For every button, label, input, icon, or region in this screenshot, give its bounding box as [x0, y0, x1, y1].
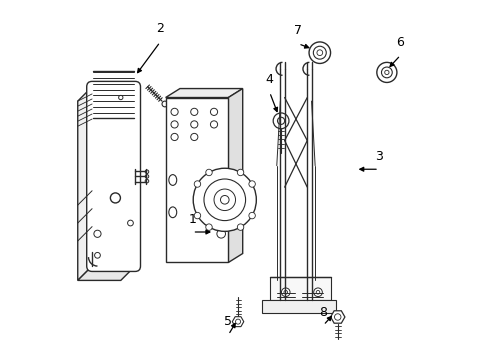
Circle shape	[313, 46, 325, 59]
Polygon shape	[232, 317, 244, 327]
Circle shape	[171, 134, 178, 140]
Polygon shape	[228, 89, 242, 262]
Ellipse shape	[168, 175, 176, 185]
Text: 5: 5	[224, 315, 232, 328]
Polygon shape	[78, 87, 92, 280]
Polygon shape	[269, 277, 330, 300]
Circle shape	[210, 121, 217, 128]
Circle shape	[145, 175, 148, 178]
Text: 8: 8	[319, 306, 327, 319]
Circle shape	[376, 62, 396, 82]
Polygon shape	[262, 300, 335, 313]
Circle shape	[193, 168, 256, 231]
Circle shape	[127, 220, 133, 226]
Circle shape	[237, 169, 244, 176]
Circle shape	[214, 189, 235, 211]
Text: 3: 3	[374, 150, 382, 163]
Circle shape	[235, 319, 240, 324]
Circle shape	[190, 121, 198, 128]
Polygon shape	[330, 311, 344, 323]
Circle shape	[220, 195, 228, 204]
Circle shape	[205, 169, 212, 176]
Text: 7: 7	[294, 24, 302, 37]
Circle shape	[94, 230, 101, 237]
Circle shape	[316, 50, 322, 55]
Circle shape	[384, 70, 388, 75]
Circle shape	[281, 288, 289, 297]
Circle shape	[194, 212, 200, 219]
Circle shape	[203, 179, 245, 221]
Circle shape	[248, 181, 255, 187]
Circle shape	[217, 229, 225, 238]
Circle shape	[171, 121, 178, 128]
Circle shape	[94, 252, 100, 258]
Circle shape	[190, 134, 198, 140]
Circle shape	[194, 181, 200, 187]
Polygon shape	[165, 89, 242, 98]
Circle shape	[145, 170, 148, 174]
Circle shape	[145, 179, 148, 183]
Circle shape	[316, 291, 319, 294]
Circle shape	[248, 212, 255, 219]
Circle shape	[119, 95, 122, 100]
Circle shape	[171, 108, 178, 116]
Circle shape	[381, 67, 391, 78]
Circle shape	[162, 101, 167, 107]
Circle shape	[334, 314, 340, 320]
Text: 4: 4	[265, 73, 273, 86]
Text: 6: 6	[396, 36, 404, 49]
Polygon shape	[78, 266, 135, 280]
Circle shape	[308, 42, 330, 63]
Circle shape	[237, 224, 244, 230]
Circle shape	[205, 224, 212, 230]
Text: 1: 1	[188, 212, 196, 226]
Circle shape	[284, 291, 287, 294]
Circle shape	[313, 288, 322, 297]
Circle shape	[277, 117, 284, 125]
Circle shape	[273, 113, 288, 129]
Bar	[165, 98, 228, 262]
Circle shape	[190, 108, 198, 116]
Circle shape	[110, 193, 120, 203]
FancyBboxPatch shape	[86, 81, 140, 271]
Text: 2: 2	[156, 22, 164, 36]
Ellipse shape	[168, 207, 176, 218]
Circle shape	[210, 108, 217, 116]
